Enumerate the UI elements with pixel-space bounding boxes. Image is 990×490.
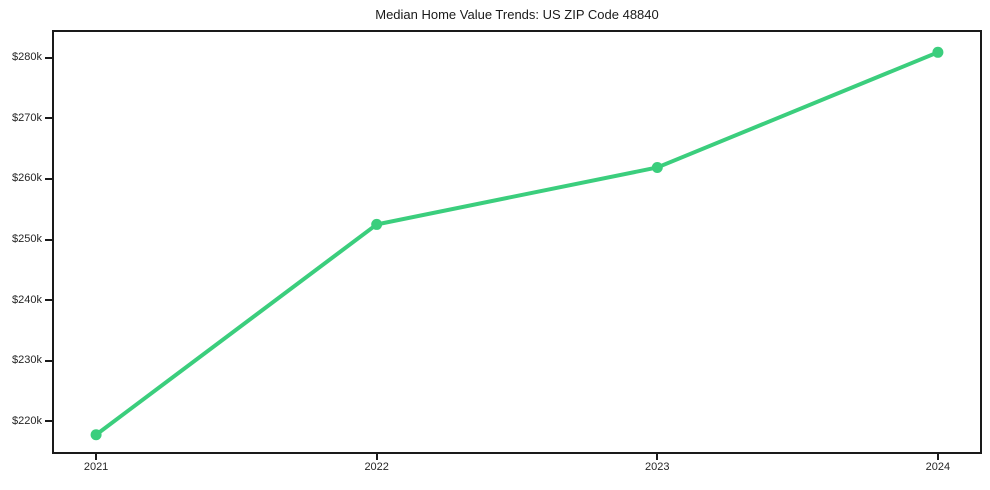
y-tick-mark xyxy=(45,177,52,180)
y-tick-label: $230k xyxy=(12,354,42,367)
y-tick-label: $270k xyxy=(12,111,42,124)
y-tick-label: $280k xyxy=(12,51,42,64)
y-tick-mark xyxy=(45,238,52,241)
y-tick-mark xyxy=(45,299,52,302)
x-tick-label: 2021 xyxy=(83,461,109,473)
y-tick-mark xyxy=(45,117,52,120)
y-tick-label: $260k xyxy=(12,172,42,185)
x-tick-mark xyxy=(95,454,98,460)
x-tick-mark xyxy=(656,454,659,460)
chart-title: Median Home Value Trends: US ZIP Code 48… xyxy=(375,7,659,22)
y-tick-mark xyxy=(45,420,52,423)
y-tick-label: $240k xyxy=(12,293,42,306)
data-point-2022 xyxy=(371,218,383,230)
y-tick-mark xyxy=(45,56,52,59)
line-chart-canvas xyxy=(90,46,944,441)
y-tick-label: $250k xyxy=(12,233,42,246)
y-tick-mark xyxy=(45,359,52,362)
data-point-2023 xyxy=(651,161,663,173)
trend-line xyxy=(94,50,940,437)
y-tick-label: $220k xyxy=(12,414,42,427)
data-point-2024 xyxy=(932,46,944,58)
x-tick-label: 2022 xyxy=(364,461,389,473)
plot-area xyxy=(52,30,982,454)
x-tick-label: 2024 xyxy=(925,461,951,473)
x-tick-label: 2023 xyxy=(645,461,670,473)
data-point-2021 xyxy=(90,429,102,441)
x-tick-mark xyxy=(936,454,939,460)
x-tick-mark xyxy=(375,454,378,460)
